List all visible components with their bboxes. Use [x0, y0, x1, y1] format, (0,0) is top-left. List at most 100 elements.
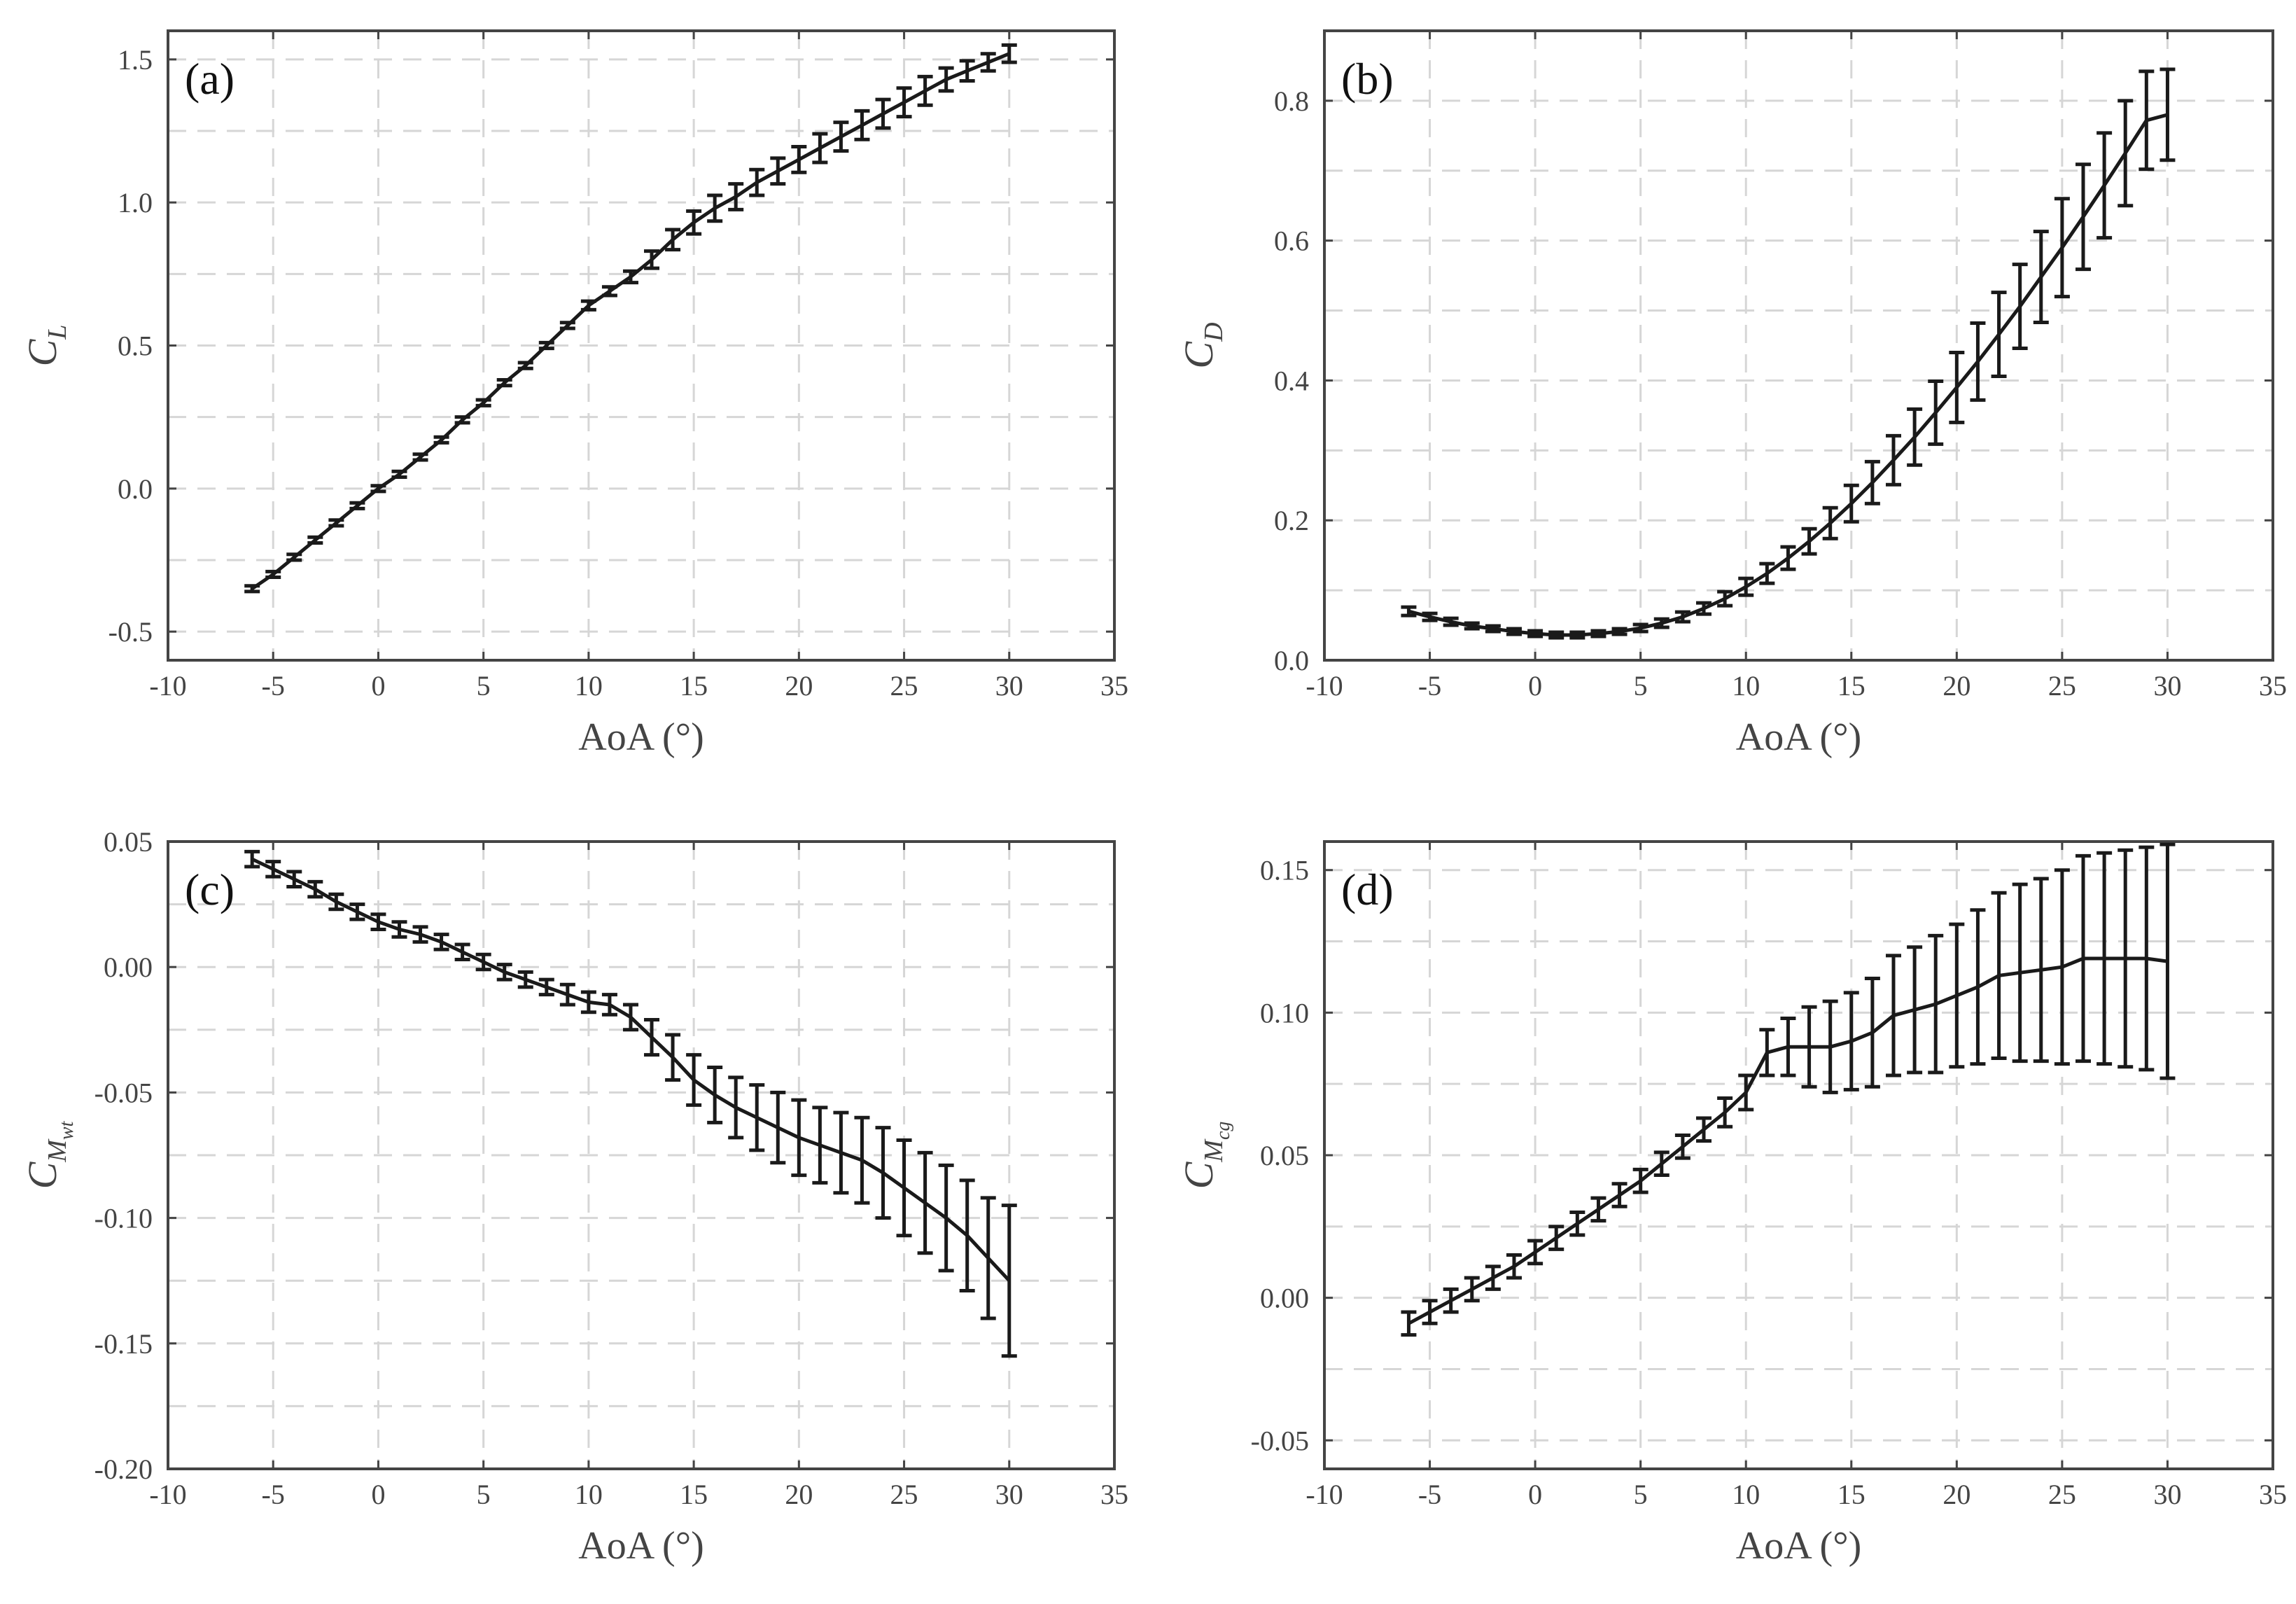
error-bar	[1907, 407, 1923, 467]
x-tick-label: 30	[2153, 670, 2181, 702]
error-bar	[265, 860, 281, 879]
error-bar	[412, 452, 428, 462]
error-bar	[644, 1017, 660, 1057]
x-axis-label: AoA (°)	[1736, 1524, 1861, 1568]
panel-label: (a)	[185, 54, 234, 104]
error-bar	[938, 66, 954, 93]
x-tick-label: -5	[1418, 1479, 1441, 1510]
y-tick-label: -0.20	[94, 1453, 153, 1485]
y-tick-label: 0.00	[104, 951, 153, 983]
error-bar	[496, 378, 512, 388]
y-axis-label-sub: L	[43, 325, 72, 340]
error-bar	[917, 74, 933, 107]
error-bar	[770, 156, 786, 186]
error-bar	[2096, 131, 2113, 240]
error-bar	[2118, 848, 2134, 1069]
x-tick-label: 15	[1837, 670, 1865, 702]
x-tick-label: 0	[371, 670, 385, 702]
error-bar	[244, 584, 260, 594]
x-tick-label: 30	[995, 1479, 1023, 1510]
error-bar	[559, 321, 575, 330]
error-bar	[1928, 933, 1944, 1075]
y-tick-label: 1.0	[118, 187, 153, 218]
y-axis-label: CD	[1176, 322, 1228, 368]
x-tick-label: 0	[1528, 670, 1542, 702]
error-bar	[1949, 922, 1965, 1069]
error-bar	[1485, 624, 1501, 634]
error-bar	[1611, 627, 1628, 636]
error-bar	[1506, 1253, 1522, 1280]
error-bar	[1590, 629, 1606, 639]
error-bar	[391, 469, 407, 479]
y-axis-label-sub: D	[1199, 322, 1228, 342]
error-bar	[1527, 629, 1544, 639]
y-axis-label: CMcg	[1176, 1122, 1234, 1190]
gridlines	[168, 31, 1114, 660]
error-bar	[791, 144, 807, 174]
y-tick-label: -0.05	[1251, 1425, 1309, 1456]
error-bar	[1001, 43, 1017, 64]
error-bar	[728, 182, 744, 211]
x-tick-label: 25	[2048, 1479, 2076, 1510]
error-bar	[349, 501, 365, 510]
panel-label: (d)	[1341, 865, 1394, 914]
error-bar	[875, 1126, 891, 1220]
y-tick-label: -0.05	[94, 1077, 153, 1108]
y-axis-label-main: C	[1176, 1161, 1222, 1189]
error-bar	[265, 569, 281, 579]
error-bar	[644, 249, 660, 270]
error-bar	[1422, 1299, 1438, 1325]
error-bar	[1949, 350, 1965, 424]
error-bar	[1674, 610, 1690, 624]
error-bar	[1970, 908, 1986, 1066]
error-bar	[559, 982, 575, 1007]
x-tick-label: 35	[1100, 1479, 1128, 1510]
error-bar	[833, 120, 849, 153]
y-tick-label: 0.4	[1274, 365, 1309, 396]
error-bar	[580, 990, 596, 1014]
error-bar	[1527, 1239, 1544, 1266]
error-bar	[2138, 69, 2155, 172]
x-axis-label: AoA (°)	[1736, 716, 1861, 759]
x-tick-label: 25	[890, 1479, 918, 1510]
error-bar	[1401, 1310, 1417, 1337]
chart-panel-c: -10 -5 0 5 10 15 20 25 30 35 -0.20 -0.15 -0.10 -0.05 0…	[20, 826, 1128, 1568]
x-tick-label: 35	[2259, 670, 2287, 702]
y-tick-label: 0.05	[1260, 1140, 1309, 1171]
data-line	[251, 52, 1010, 590]
error-bar	[770, 1090, 786, 1165]
x-tick-label: 35	[1100, 670, 1128, 702]
error-bar	[286, 552, 302, 562]
x-tick-label: 20	[1942, 1479, 1970, 1510]
error-bar	[622, 269, 638, 285]
x-tick-label: -10	[149, 1479, 186, 1510]
y-axis-label-subsub: wt	[56, 1120, 78, 1140]
error-bar	[665, 1033, 681, 1082]
error-bar	[2076, 853, 2091, 1063]
error-bar	[370, 912, 386, 931]
error-bar	[896, 86, 912, 119]
error-bar	[812, 1106, 828, 1185]
error-bar	[2138, 845, 2155, 1072]
error-bar	[1569, 1210, 1586, 1237]
error-bar	[622, 1003, 638, 1032]
x-tick-label: 5	[1634, 670, 1648, 702]
error-bar	[1464, 621, 1480, 631]
error-bar	[1001, 1204, 1017, 1358]
error-bar	[2033, 230, 2049, 325]
x-tick-label: -10	[149, 670, 186, 702]
error-bar	[1886, 954, 1901, 1078]
x-axis-label: AoA (°)	[578, 1524, 704, 1568]
y-tick-label: 0.15	[1260, 855, 1309, 886]
gridlines	[168, 842, 1114, 1469]
x-tick-label: 10	[1732, 670, 1760, 702]
error-bar	[2012, 263, 2028, 350]
error-bar	[1696, 601, 1712, 616]
y-axis-label-main: C	[20, 338, 65, 366]
error-bar	[538, 977, 554, 997]
error-bar	[980, 52, 996, 73]
error-bar	[707, 193, 723, 223]
error-bar	[707, 1066, 723, 1124]
x-tick-label: 30	[2153, 1479, 2181, 1510]
error-bar	[391, 920, 407, 939]
